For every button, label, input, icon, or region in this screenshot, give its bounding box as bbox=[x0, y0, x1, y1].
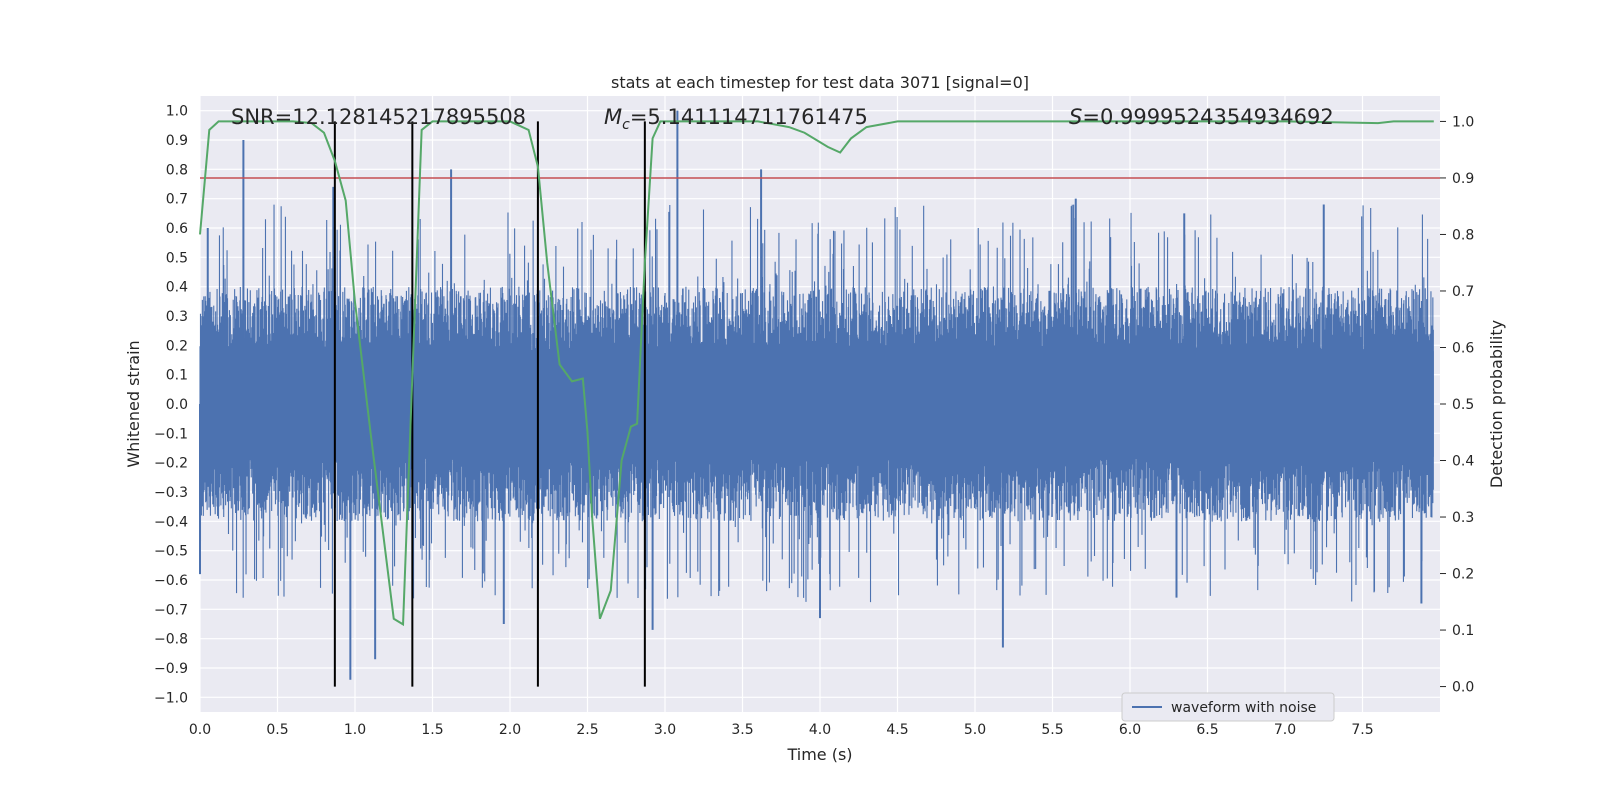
y-tick-label: −0.9 bbox=[154, 661, 188, 677]
x-tick-label: 3.0 bbox=[654, 722, 676, 738]
mc-value: =5.141114711761475 bbox=[630, 105, 868, 129]
y-tick-label: 0.3 bbox=[166, 309, 188, 325]
y2-axis-label: Detection probability bbox=[1487, 320, 1506, 488]
y2-tick-label: 0.5 bbox=[1452, 397, 1474, 413]
x-tick-label: 1.0 bbox=[344, 722, 366, 738]
mc-symbol: M bbox=[604, 105, 622, 129]
y-tick-label: −0.1 bbox=[154, 426, 188, 442]
y-tick-label: 0.1 bbox=[166, 368, 188, 384]
vertical-markers bbox=[333, 121, 646, 687]
x-tick-label: 6.0 bbox=[1119, 722, 1141, 738]
y-tick-label: −0.6 bbox=[154, 573, 188, 589]
y-tick-label: −1.0 bbox=[154, 690, 188, 706]
y-tick-label: 0.8 bbox=[166, 162, 188, 178]
y-tick-label: −0.5 bbox=[154, 544, 188, 560]
y-tick-label: 0.5 bbox=[166, 250, 188, 266]
y2-tick-label: 0.7 bbox=[1452, 284, 1474, 300]
x-tick-label: 4.5 bbox=[886, 722, 908, 738]
y2-tick-label: 0.6 bbox=[1452, 340, 1474, 356]
x-tick-label: 1.5 bbox=[421, 722, 443, 738]
mc-subscript: c bbox=[622, 117, 630, 133]
y2-tick-label: 0.8 bbox=[1452, 227, 1474, 243]
x-tick-label: 3.5 bbox=[731, 722, 753, 738]
x-axis-label: Time (s) bbox=[786, 745, 852, 764]
x-tick-label: 4.0 bbox=[809, 722, 831, 738]
x-tick-label: 7.5 bbox=[1351, 722, 1373, 738]
y-tick-label: 0.7 bbox=[166, 192, 188, 208]
x-tick-label: 7.0 bbox=[1274, 722, 1296, 738]
y-tick-label: 0.4 bbox=[166, 280, 188, 296]
legend: waveform with noise bbox=[1121, 692, 1335, 722]
y-tick-label: −0.2 bbox=[154, 456, 188, 472]
x-tick-label: 0.5 bbox=[266, 722, 288, 738]
y2-axis-ticks: 1.0 0.9 0.8 0.7 0.6 0.5 0.4 0.3 0.2 0.1 0.0 bbox=[1440, 114, 1474, 696]
y-tick-label: 0.6 bbox=[166, 221, 188, 237]
y-axis-label: Whitened strain bbox=[124, 340, 143, 467]
snr-annotation: SNR=12.128145217895508 bbox=[231, 105, 526, 129]
y2-tick-label: 0.4 bbox=[1452, 454, 1474, 470]
x-tick-label: 5.0 bbox=[964, 722, 986, 738]
y2-tick-label: 1.0 bbox=[1452, 114, 1474, 130]
y2-tick-label: 0.0 bbox=[1452, 680, 1474, 696]
probability-line bbox=[199, 120, 1434, 627]
y-tick-label: −0.3 bbox=[154, 485, 188, 501]
legend-label: waveform with noise bbox=[1171, 700, 1316, 716]
x-tick-label: 2.5 bbox=[576, 722, 598, 738]
y2-tick-label: 0.1 bbox=[1452, 623, 1474, 639]
x-tick-label: 5.5 bbox=[1041, 722, 1063, 738]
y2-tick-label: 0.3 bbox=[1452, 510, 1474, 526]
y-tick-label: 0.0 bbox=[166, 397, 188, 413]
s-value: =0.9999524354934692 bbox=[1082, 105, 1333, 129]
y-tick-label: −0.4 bbox=[154, 514, 188, 530]
y-tick-label: −0.7 bbox=[154, 602, 188, 618]
x-tick-label: 0.0 bbox=[189, 722, 211, 738]
x-tick-label: 2.0 bbox=[499, 722, 521, 738]
x-tick-label: 6.5 bbox=[1196, 722, 1218, 738]
mc-annotation: Mc=5.141114711761475 bbox=[604, 105, 868, 133]
y-axis-ticks: 1.0 0.9 0.8 0.7 0.6 0.5 0.4 0.3 0.2 0.1 0.0 −0.1 −0.… bbox=[154, 104, 188, 707]
y2-tick-label: 0.2 bbox=[1452, 567, 1474, 583]
y-tick-label: 0.9 bbox=[166, 133, 188, 149]
s-annotation: S=0.9999524354934692 bbox=[1069, 105, 1334, 129]
chart-title: stats at each timestep for test data 307… bbox=[611, 73, 1029, 92]
s-symbol: S bbox=[1069, 105, 1082, 129]
waveform-core bbox=[200, 351, 1434, 457]
legend-box bbox=[1121, 692, 1335, 722]
probability-series bbox=[199, 120, 1434, 627]
y2-tick-label: 0.9 bbox=[1452, 171, 1474, 187]
y-tick-label: 1.0 bbox=[166, 104, 188, 120]
y-tick-label: 0.2 bbox=[166, 338, 188, 354]
x-axis-ticks: 0.0 0.5 1.0 1.5 2.0 2.5 3.0 3.5 4.0 4.5 5.0 5.5 6.0 6… bbox=[189, 722, 1374, 738]
waveform-series bbox=[199, 110, 1434, 680]
y-tick-label: −0.8 bbox=[154, 632, 188, 648]
